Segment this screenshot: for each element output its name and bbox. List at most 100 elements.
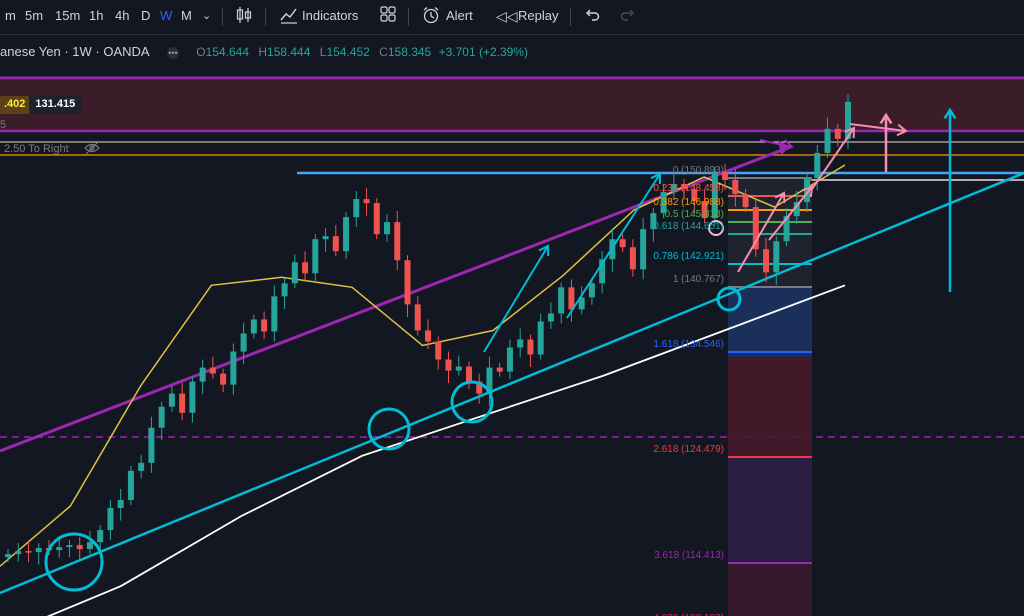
pink-zigzag-3[interactable]	[811, 127, 855, 190]
candle-body[interactable]	[763, 249, 770, 273]
candle-body[interactable]	[271, 296, 278, 332]
candle-body[interactable]	[209, 367, 216, 374]
impulse-arrow-2[interactable]	[566, 173, 661, 319]
candle-body[interactable]	[158, 406, 165, 428]
candle-body[interactable]	[783, 216, 790, 242]
candle-body[interactable]	[845, 101, 851, 139]
candle-body[interactable]	[250, 319, 257, 334]
candle-body[interactable]	[56, 547, 63, 551]
candle-body[interactable]	[732, 180, 739, 195]
candle-body[interactable]	[506, 347, 513, 372]
indicators-button[interactable]: Indicators	[302, 8, 359, 23]
pink-zigzag-1[interactable]	[737, 192, 785, 273]
candle-body[interactable]	[332, 236, 339, 252]
candle-body[interactable]	[363, 199, 370, 204]
channel-arrow[interactable]	[759, 139, 793, 148]
candle-body[interactable]	[629, 247, 636, 270]
candle-body[interactable]	[599, 259, 606, 284]
candle-body[interactable]	[25, 551, 32, 553]
trendline-support[interactable]	[0, 171, 1024, 595]
candle-body[interactable]	[117, 499, 124, 508]
candle-body[interactable]	[425, 330, 431, 342]
impulse-arrow-1[interactable]	[483, 245, 549, 353]
candle-body[interactable]	[189, 381, 196, 413]
interval-4h[interactable]: 4h	[115, 8, 130, 23]
candle-body[interactable]	[107, 507, 114, 531]
candle-body[interactable]	[15, 551, 22, 555]
price-chart[interactable]: 0 (150.893) 0.236 (148.458) 0.382 (146.988…	[0, 34, 1024, 616]
interval-5m[interactable]: 5m	[25, 8, 44, 23]
swing-low-circle[interactable]	[44, 532, 104, 592]
interval-W[interactable]: W	[160, 8, 173, 23]
candle-body[interactable]	[578, 297, 585, 310]
candle-body[interactable]	[414, 304, 421, 331]
candle-body[interactable]	[834, 128, 841, 139]
redo-icon[interactable]	[620, 6, 636, 26]
candle-body[interactable]	[199, 367, 206, 382]
candle-body[interactable]	[322, 236, 329, 240]
candle-body[interactable]	[179, 393, 186, 413]
candle-body[interactable]	[824, 128, 831, 153]
candle-body[interactable]	[86, 542, 93, 550]
indicators-icon[interactable]	[280, 6, 298, 28]
pink-zigzag-2[interactable]	[768, 186, 813, 241]
candle-body[interactable]	[445, 359, 452, 371]
candle-body[interactable]	[691, 189, 698, 202]
pink-marker-circle[interactable]	[708, 220, 724, 236]
candle-body[interactable]	[670, 184, 677, 193]
candle-body[interactable]	[261, 319, 268, 332]
candle-body[interactable]	[742, 194, 749, 208]
candle-body[interactable]	[291, 262, 298, 284]
undo-icon[interactable]	[584, 6, 600, 26]
pink-arrow-right[interactable]	[849, 123, 907, 132]
candle-body[interactable]	[97, 530, 104, 543]
candle-body[interactable]	[373, 203, 380, 235]
ma-slow-line[interactable]	[0, 284, 846, 616]
candle-body[interactable]	[537, 321, 544, 355]
symbol-title[interactable]: anese Yen · 1W · OANDA	[0, 44, 150, 59]
interval-D[interactable]: D	[141, 8, 151, 23]
candle-body[interactable]	[230, 351, 237, 385]
candle-body[interactable]	[35, 548, 42, 553]
candle-body[interactable]	[353, 199, 360, 218]
candle-body[interactable]	[701, 201, 708, 219]
candle-body[interactable]	[486, 367, 493, 394]
candle-body[interactable]	[476, 381, 483, 394]
candle-body[interactable]	[496, 367, 503, 372]
ma-fast-line[interactable]	[0, 164, 846, 567]
replay-button[interactable]: Replay	[518, 8, 559, 23]
candlestick-chart-icon[interactable]	[236, 6, 252, 28]
swing-low-circle[interactable]	[367, 407, 411, 451]
candle-body[interactable]	[547, 313, 554, 322]
candle-body[interactable]	[302, 262, 309, 274]
swing-low-circle[interactable]	[450, 380, 494, 424]
interval-M[interactable]: M	[181, 8, 192, 23]
candle-body[interactable]	[517, 339, 524, 348]
candle-body[interactable]	[76, 545, 83, 550]
candle-body[interactable]	[240, 333, 247, 352]
candle-body[interactable]	[455, 366, 462, 371]
candle-body[interactable]	[558, 287, 565, 314]
candle-body[interactable]	[814, 152, 821, 179]
candle-body[interactable]	[384, 222, 391, 235]
chevron-down-icon[interactable]: ⌄	[202, 10, 212, 22]
candle-body[interactable]	[343, 217, 350, 252]
candle-body[interactable]	[527, 339, 534, 355]
candle-body[interactable]	[168, 393, 175, 407]
candle-body[interactable]	[465, 366, 472, 382]
candle-body[interactable]	[619, 239, 626, 248]
candle-body[interactable]	[793, 202, 800, 217]
candle-body[interactable]	[66, 545, 73, 548]
candle-body[interactable]	[640, 229, 647, 270]
swing-low-circle[interactable]	[716, 286, 742, 312]
candle-body[interactable]	[722, 171, 729, 181]
alert-button[interactable]: Alert	[446, 8, 473, 23]
candle-body[interactable]	[752, 207, 759, 250]
candle-body[interactable]	[394, 222, 401, 261]
candle-body[interactable]	[281, 283, 288, 297]
candle-body[interactable]	[660, 192, 667, 214]
layout-grid-icon[interactable]	[380, 6, 396, 26]
candle-body[interactable]	[435, 341, 442, 360]
interval-1m[interactable]: m	[5, 8, 16, 23]
candle-body[interactable]	[220, 373, 227, 385]
